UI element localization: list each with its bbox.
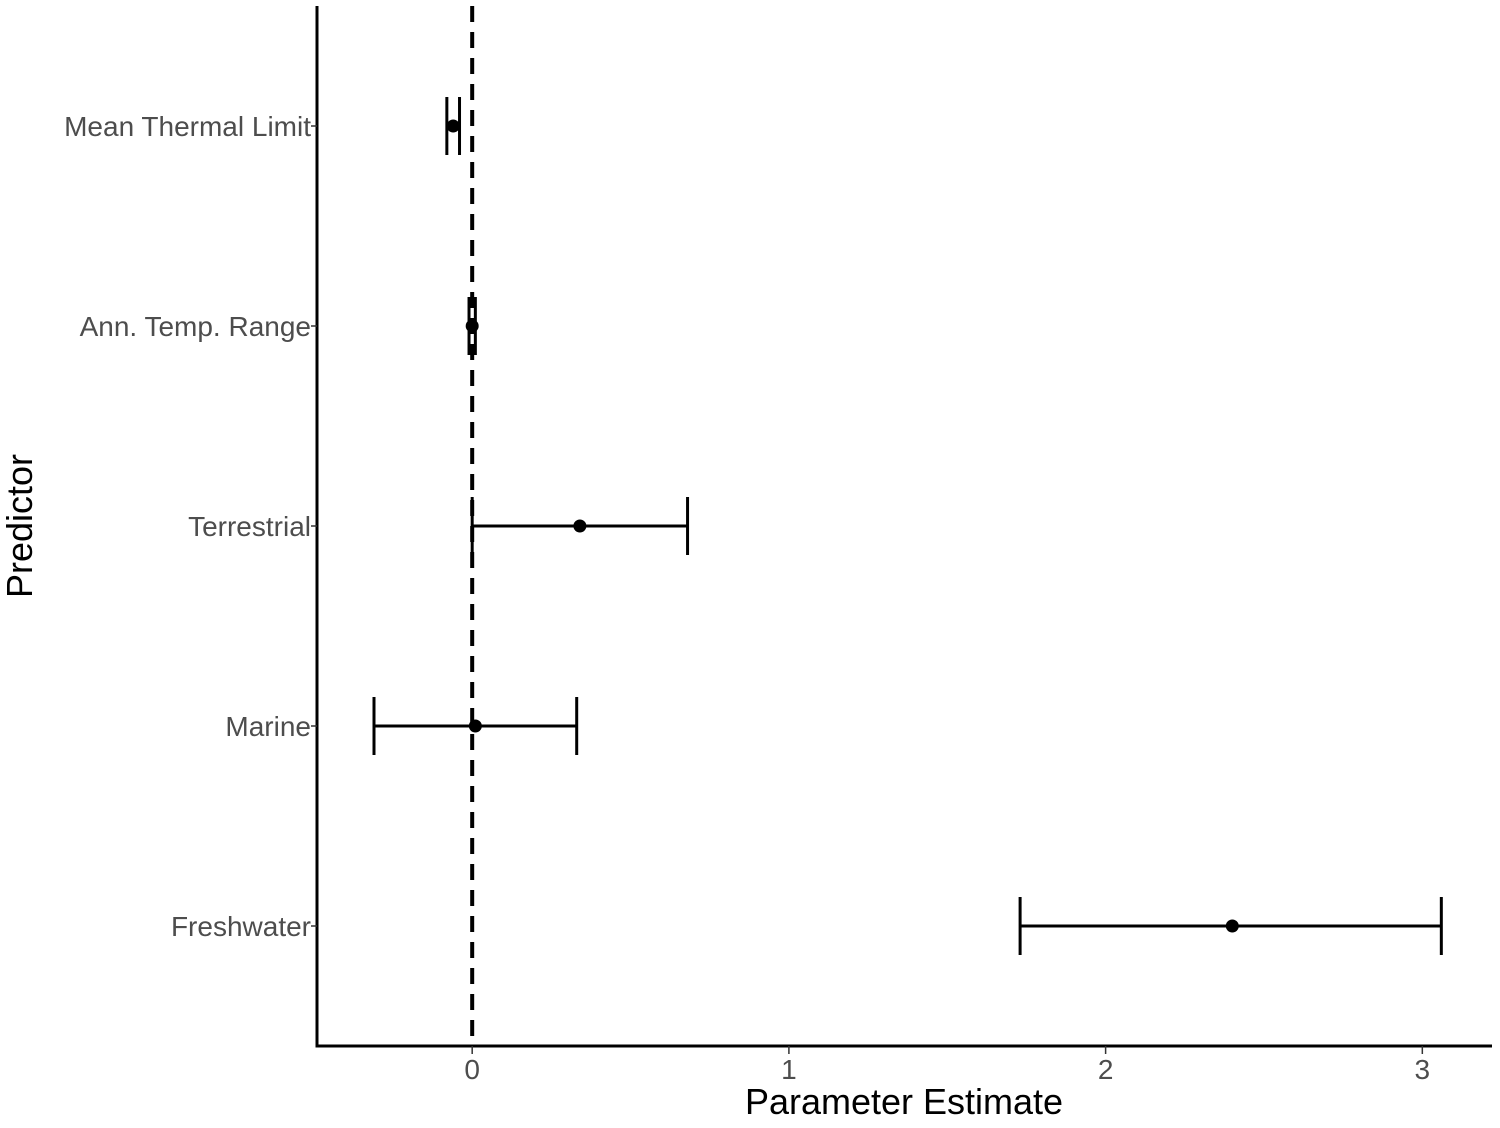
y-axis-title: Predictor (0, 454, 40, 598)
estimate-point (468, 719, 482, 733)
y-category-label: Marine (225, 711, 311, 742)
estimate-point (573, 519, 587, 533)
estimate-point (446, 119, 460, 133)
y-category-label: Mean Thermal Limit (64, 111, 311, 142)
x-tick-label: 3 (1415, 1054, 1431, 1085)
estimate-point (1225, 919, 1239, 933)
x-tick-label: 0 (464, 1054, 480, 1085)
y-category-label: Freshwater (171, 911, 311, 942)
y-category-label: Terrestrial (188, 511, 311, 542)
estimate-point (465, 319, 479, 333)
y-category-label: Ann. Temp. Range (80, 311, 311, 342)
x-tick-label: 2 (1098, 1054, 1114, 1085)
x-tick-label: 1 (781, 1054, 797, 1085)
x-axis-title: Parameter Estimate (745, 1081, 1063, 1122)
